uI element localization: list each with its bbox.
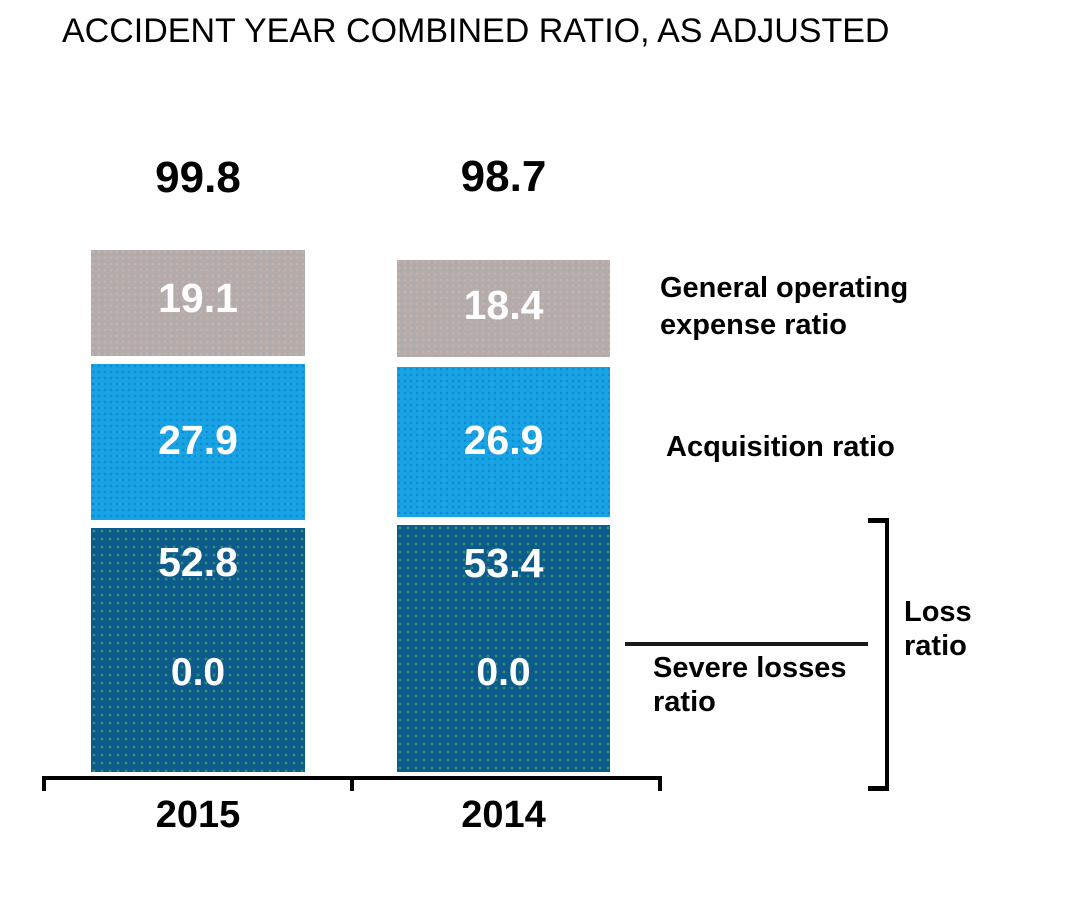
x-axis-tick-right	[658, 776, 662, 791]
value-2014-general-operating: 18.4	[463, 282, 544, 328]
value-2014-severe-losses: 0.0	[476, 651, 531, 694]
legend-severe-losses-ratio: Severe losses ratio	[653, 652, 847, 718]
segment-2014-loss	[397, 525, 610, 772]
value-2015-loss: 52.8	[158, 539, 238, 585]
severe-losses-callout-line	[625, 642, 868, 646]
legend-acquisition-ratio: Acquisition ratio	[666, 431, 895, 463]
x-axis-tick-middle	[350, 776, 354, 791]
x-axis-tick-left	[42, 776, 46, 791]
value-2014-acquisition: 26.9	[463, 417, 544, 463]
segment-2015-acquisition	[91, 364, 305, 520]
x-axis-label-2014: 2014	[461, 794, 546, 836]
segment-2014-general-operating-expense	[397, 260, 610, 357]
segment-2015-general-operating-expense	[91, 250, 305, 356]
total-value-2014: 98.7	[460, 152, 547, 201]
legend-general-operating-expense-ratio: General operating expense ratio	[660, 272, 909, 341]
value-2014-loss: 53.4	[463, 540, 544, 586]
value-2015-general-operating: 19.1	[158, 275, 238, 321]
value-2015-severe-losses: 0.0	[170, 651, 226, 694]
x-axis-label-2015: 2015	[155, 794, 241, 836]
legend-loss-ratio: Loss ratio	[904, 596, 972, 662]
loss-ratio-bracket	[868, 518, 889, 791]
segment-2014-acquisition	[397, 367, 610, 517]
segment-2015-loss	[91, 528, 305, 772]
value-2015-acquisition: 27.9	[158, 417, 238, 463]
chart-title: ACCIDENT YEAR COMBINED RATIO, AS ADJUSTE…	[62, 12, 890, 50]
total-value-2015: 99.8	[155, 153, 241, 202]
